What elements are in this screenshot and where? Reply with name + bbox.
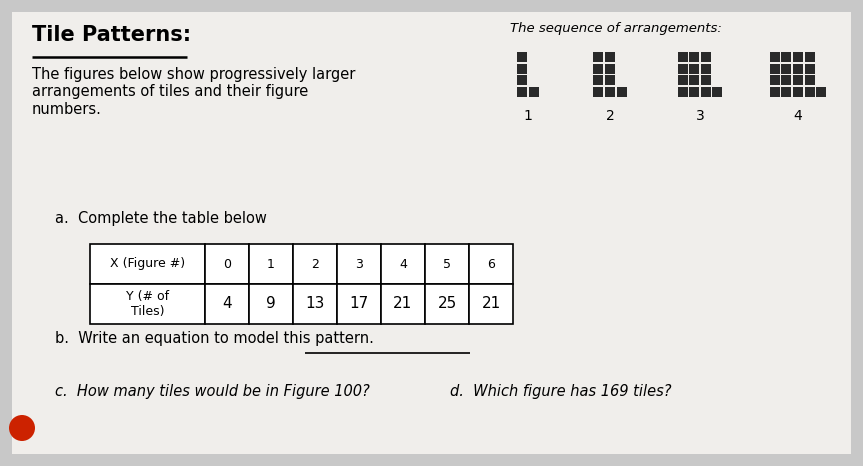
Text: a.  Complete the table below: a. Complete the table below xyxy=(55,211,267,226)
Bar xyxy=(770,52,780,62)
Bar xyxy=(594,52,603,62)
Bar xyxy=(594,75,603,85)
Bar xyxy=(770,87,780,97)
Text: Y (# of
Tiles): Y (# of Tiles) xyxy=(126,290,169,318)
Bar xyxy=(701,87,711,97)
Text: 9: 9 xyxy=(266,296,276,311)
Bar xyxy=(337,244,381,284)
Text: d.  Which figure has 169 tiles?: d. Which figure has 169 tiles? xyxy=(450,384,671,399)
Bar xyxy=(690,75,699,85)
Text: b.  Write an equation to model this pattern.: b. Write an equation to model this patte… xyxy=(55,331,374,346)
FancyBboxPatch shape xyxy=(12,12,851,454)
Bar xyxy=(517,87,527,97)
Text: 3: 3 xyxy=(696,109,704,123)
Bar xyxy=(793,63,803,74)
Bar xyxy=(712,87,722,97)
Bar xyxy=(605,75,615,85)
Text: 4: 4 xyxy=(794,109,803,123)
Bar xyxy=(804,75,815,85)
Bar xyxy=(770,75,780,85)
Bar xyxy=(517,75,527,85)
Bar xyxy=(337,284,381,324)
Bar xyxy=(690,63,699,74)
Bar xyxy=(594,87,603,97)
Text: The figures below show progressively larger
arrangements of tiles and their figu: The figures below show progressively lar… xyxy=(32,67,356,117)
Bar xyxy=(701,52,711,62)
Bar xyxy=(804,87,815,97)
Bar xyxy=(677,75,688,85)
Bar xyxy=(781,87,791,97)
Bar xyxy=(677,63,688,74)
Bar xyxy=(690,87,699,97)
Bar xyxy=(781,63,791,74)
Bar xyxy=(517,63,527,74)
Bar xyxy=(594,63,603,74)
Bar xyxy=(425,284,469,324)
Bar xyxy=(701,63,711,74)
Text: Tile Patterns:: Tile Patterns: xyxy=(32,25,191,45)
Bar xyxy=(793,52,803,62)
Bar xyxy=(616,87,627,97)
Bar xyxy=(249,244,293,284)
Bar xyxy=(381,284,425,324)
Text: 4: 4 xyxy=(222,296,232,311)
Text: X (Figure #): X (Figure #) xyxy=(110,258,185,270)
Text: The sequence of arrangements:: The sequence of arrangements: xyxy=(510,22,721,35)
Bar xyxy=(677,52,688,62)
Text: 6: 6 xyxy=(487,258,495,270)
Bar xyxy=(469,284,513,324)
Bar xyxy=(381,244,425,284)
Bar xyxy=(293,284,337,324)
Bar xyxy=(701,75,711,85)
Bar xyxy=(293,244,337,284)
Bar xyxy=(605,87,615,97)
Text: 5: 5 xyxy=(443,258,451,270)
Text: 17: 17 xyxy=(350,296,369,311)
Bar xyxy=(605,63,615,74)
Text: 4: 4 xyxy=(399,258,407,270)
Bar xyxy=(90,284,205,324)
Text: 2: 2 xyxy=(606,109,614,123)
Bar xyxy=(804,52,815,62)
Bar xyxy=(804,63,815,74)
Bar xyxy=(90,244,205,284)
Bar xyxy=(249,284,293,324)
Text: 21: 21 xyxy=(482,296,501,311)
Bar xyxy=(529,87,539,97)
Text: 2: 2 xyxy=(311,258,319,270)
Bar xyxy=(425,244,469,284)
Bar xyxy=(781,52,791,62)
Bar xyxy=(690,52,699,62)
Text: 3: 3 xyxy=(355,258,363,270)
Text: 25: 25 xyxy=(438,296,457,311)
Bar xyxy=(816,87,826,97)
Bar xyxy=(605,52,615,62)
Circle shape xyxy=(9,415,35,441)
Text: 21: 21 xyxy=(394,296,413,311)
Text: c.  How many tiles would be in Figure 100?: c. How many tiles would be in Figure 100… xyxy=(55,384,369,399)
Bar xyxy=(205,284,249,324)
Text: 0: 0 xyxy=(223,258,231,270)
Bar xyxy=(793,75,803,85)
Bar xyxy=(781,75,791,85)
Bar xyxy=(469,244,513,284)
Bar xyxy=(677,87,688,97)
Bar xyxy=(793,87,803,97)
Bar xyxy=(517,52,527,62)
Bar xyxy=(770,63,780,74)
Text: 1: 1 xyxy=(267,258,275,270)
Text: 13: 13 xyxy=(306,296,324,311)
Bar xyxy=(205,244,249,284)
Text: 1: 1 xyxy=(524,109,532,123)
